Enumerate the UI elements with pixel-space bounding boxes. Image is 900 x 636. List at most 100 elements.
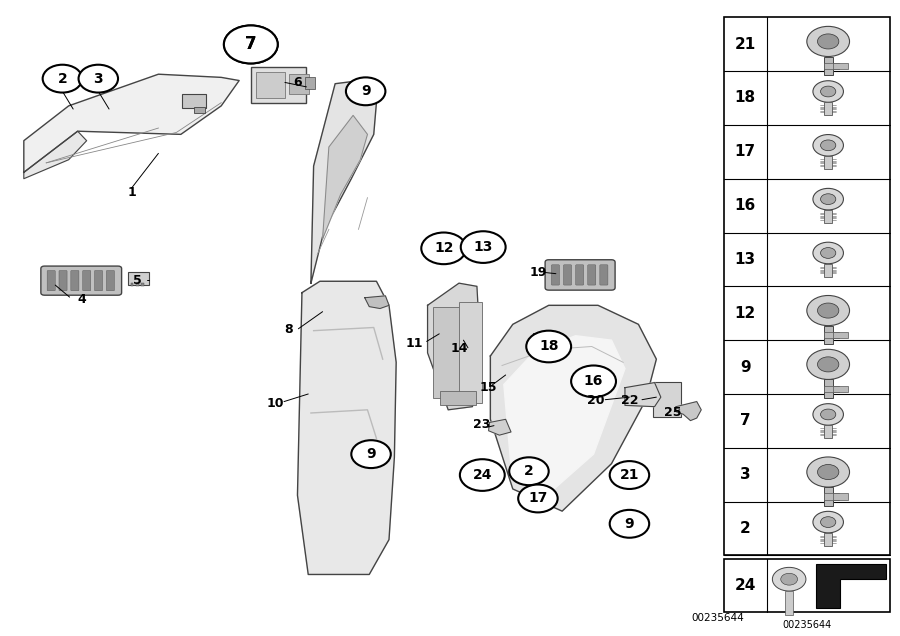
Text: 19: 19 <box>529 266 546 279</box>
Circle shape <box>509 457 549 485</box>
FancyBboxPatch shape <box>83 270 91 291</box>
Text: 3: 3 <box>740 467 751 482</box>
Polygon shape <box>310 81 376 283</box>
Text: 15: 15 <box>480 381 498 394</box>
Circle shape <box>817 357 839 372</box>
FancyBboxPatch shape <box>832 385 848 392</box>
Circle shape <box>224 25 278 64</box>
Polygon shape <box>491 305 656 511</box>
Polygon shape <box>23 74 239 172</box>
FancyBboxPatch shape <box>824 156 832 169</box>
FancyBboxPatch shape <box>433 307 462 398</box>
Text: 1: 1 <box>127 186 136 199</box>
FancyBboxPatch shape <box>106 270 114 291</box>
Text: 00235644: 00235644 <box>782 620 832 630</box>
Text: 7: 7 <box>245 36 256 53</box>
Circle shape <box>460 459 505 491</box>
Polygon shape <box>428 283 482 410</box>
FancyBboxPatch shape <box>304 78 315 89</box>
Text: 9: 9 <box>625 517 634 531</box>
Circle shape <box>806 26 850 57</box>
Text: 24: 24 <box>734 578 756 593</box>
FancyBboxPatch shape <box>824 533 832 546</box>
Text: 9: 9 <box>366 447 376 461</box>
FancyBboxPatch shape <box>128 272 149 285</box>
Circle shape <box>224 25 278 64</box>
FancyBboxPatch shape <box>824 264 832 277</box>
Circle shape <box>781 573 797 585</box>
FancyBboxPatch shape <box>94 270 103 291</box>
Text: 4: 4 <box>77 293 86 306</box>
Circle shape <box>806 349 850 380</box>
FancyBboxPatch shape <box>824 487 832 506</box>
FancyBboxPatch shape <box>71 270 79 291</box>
Circle shape <box>609 510 649 537</box>
FancyBboxPatch shape <box>563 265 572 285</box>
FancyBboxPatch shape <box>724 17 889 555</box>
Text: 20: 20 <box>587 394 604 407</box>
Circle shape <box>526 331 572 363</box>
Circle shape <box>772 567 806 591</box>
Text: 13: 13 <box>734 252 756 267</box>
FancyBboxPatch shape <box>130 282 133 286</box>
Circle shape <box>817 303 839 318</box>
Text: 13: 13 <box>473 240 493 254</box>
Circle shape <box>821 194 836 205</box>
Circle shape <box>813 511 843 533</box>
Circle shape <box>813 81 843 102</box>
FancyBboxPatch shape <box>182 95 206 108</box>
Text: 14: 14 <box>450 342 468 355</box>
Text: 11: 11 <box>405 337 423 350</box>
FancyBboxPatch shape <box>40 266 122 295</box>
Circle shape <box>813 135 843 156</box>
Circle shape <box>813 404 843 425</box>
FancyBboxPatch shape <box>599 265 608 285</box>
Circle shape <box>518 485 558 513</box>
Text: 7: 7 <box>245 36 256 53</box>
Polygon shape <box>298 281 396 574</box>
Text: 2: 2 <box>740 521 751 536</box>
Circle shape <box>346 78 385 105</box>
Text: 21: 21 <box>734 37 756 52</box>
FancyBboxPatch shape <box>141 282 144 286</box>
Circle shape <box>806 457 850 487</box>
Polygon shape <box>23 131 86 179</box>
FancyBboxPatch shape <box>440 391 476 405</box>
Text: 00235644: 00235644 <box>691 613 743 623</box>
Circle shape <box>806 296 850 326</box>
Text: 18: 18 <box>734 90 756 106</box>
Text: 25: 25 <box>664 406 681 420</box>
Text: 12: 12 <box>734 306 756 321</box>
Text: 12: 12 <box>434 241 454 255</box>
FancyBboxPatch shape <box>824 494 839 500</box>
Text: 9: 9 <box>361 85 371 99</box>
Text: 5: 5 <box>133 273 142 286</box>
Text: 17: 17 <box>528 492 547 506</box>
Text: 21: 21 <box>620 468 639 482</box>
Text: 3: 3 <box>94 72 104 86</box>
Text: 10: 10 <box>266 397 284 410</box>
Circle shape <box>821 247 836 258</box>
Text: 6: 6 <box>293 76 302 89</box>
FancyBboxPatch shape <box>824 326 832 345</box>
Circle shape <box>572 366 616 397</box>
FancyBboxPatch shape <box>290 74 309 94</box>
FancyBboxPatch shape <box>194 107 205 113</box>
Circle shape <box>813 242 843 264</box>
Circle shape <box>817 34 839 49</box>
FancyBboxPatch shape <box>256 72 285 99</box>
Circle shape <box>821 516 836 527</box>
Polygon shape <box>364 296 389 308</box>
Circle shape <box>821 140 836 151</box>
Text: 9: 9 <box>740 359 751 375</box>
Polygon shape <box>322 115 367 239</box>
Text: 22: 22 <box>621 394 638 407</box>
Polygon shape <box>489 419 511 435</box>
FancyBboxPatch shape <box>832 332 848 338</box>
Text: 17: 17 <box>734 144 756 159</box>
FancyBboxPatch shape <box>832 63 848 69</box>
Polygon shape <box>676 401 701 420</box>
Polygon shape <box>533 331 556 345</box>
Circle shape <box>813 188 843 210</box>
FancyBboxPatch shape <box>832 494 848 500</box>
